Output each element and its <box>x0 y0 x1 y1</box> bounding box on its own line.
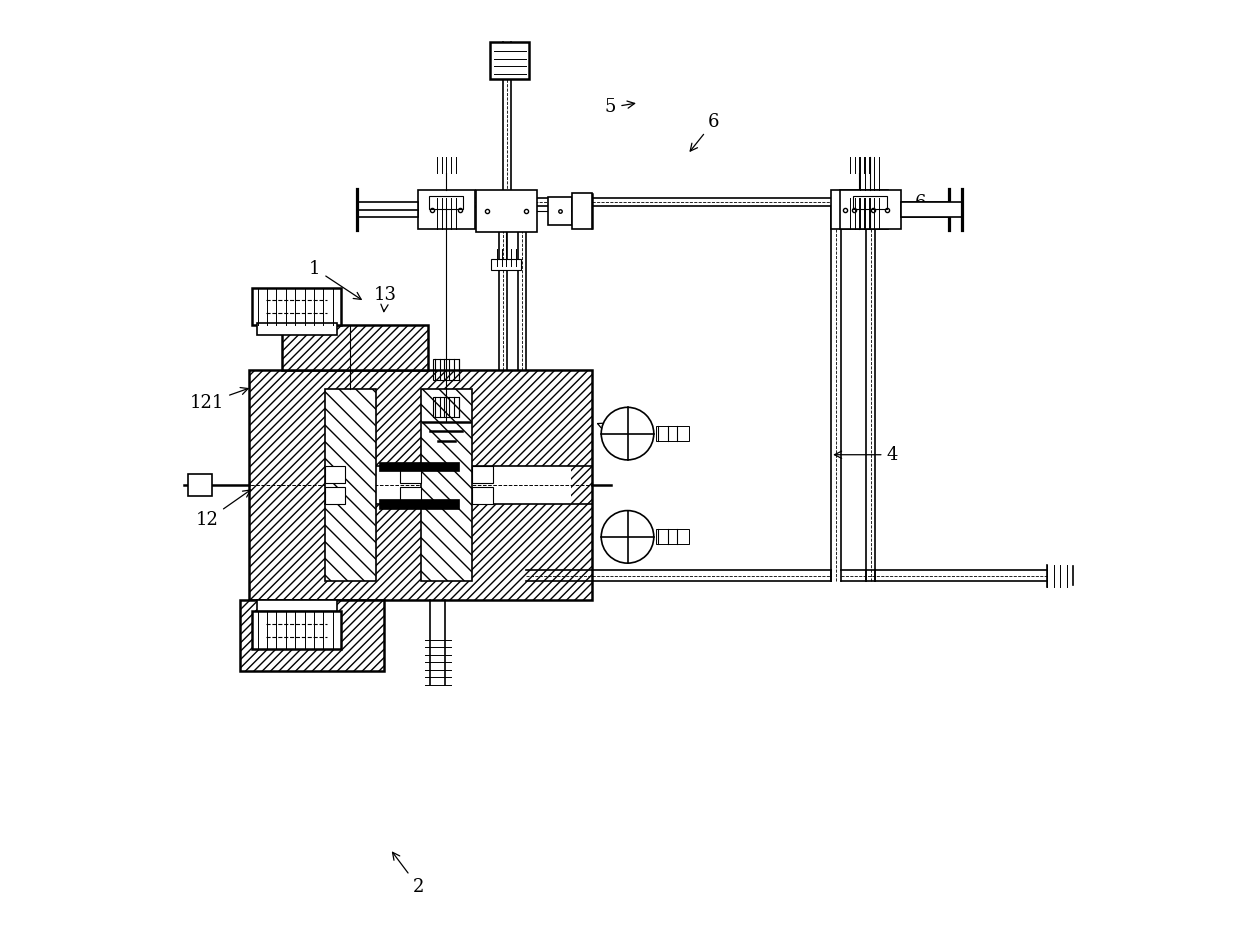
Bar <box>249 370 591 600</box>
Bar <box>831 190 888 229</box>
Text: 6: 6 <box>890 194 926 215</box>
Bar <box>491 259 521 270</box>
Bar <box>888 203 949 217</box>
Bar <box>379 462 459 472</box>
Text: 121: 121 <box>190 387 248 412</box>
Bar <box>252 612 341 649</box>
Bar <box>420 389 472 581</box>
Bar <box>357 203 418 217</box>
Bar <box>325 389 376 581</box>
Text: 13: 13 <box>373 286 397 312</box>
Bar <box>572 193 593 229</box>
Bar <box>842 196 877 208</box>
Bar <box>656 529 688 545</box>
Bar <box>429 196 464 208</box>
Bar <box>239 600 383 670</box>
Text: 4: 4 <box>835 446 898 464</box>
Bar <box>399 487 420 504</box>
Text: 12: 12 <box>196 490 250 529</box>
Text: 2: 2 <box>393 852 424 896</box>
Bar <box>325 467 572 504</box>
Bar <box>252 288 341 325</box>
Bar <box>476 190 537 232</box>
Bar <box>325 467 345 483</box>
Text: 6: 6 <box>691 113 719 152</box>
Bar <box>900 203 962 217</box>
Bar <box>257 323 336 334</box>
Bar <box>548 197 572 225</box>
Circle shape <box>601 407 653 460</box>
Text: 1: 1 <box>309 259 361 299</box>
Bar <box>472 487 492 504</box>
Bar <box>433 397 460 418</box>
Circle shape <box>601 510 653 563</box>
Text: 6: 6 <box>455 194 495 215</box>
Bar <box>418 190 475 229</box>
Text: 5: 5 <box>605 98 635 116</box>
Bar <box>257 600 336 612</box>
Bar <box>399 467 420 483</box>
Bar <box>433 359 460 380</box>
Bar <box>188 474 212 496</box>
Bar <box>853 196 887 208</box>
Bar <box>379 499 459 509</box>
Text: 3: 3 <box>439 458 466 491</box>
Bar <box>325 487 345 504</box>
Bar <box>281 325 428 370</box>
Bar <box>656 426 688 441</box>
Bar <box>472 467 492 483</box>
Bar <box>839 190 900 229</box>
Bar <box>490 42 529 80</box>
Text: 14: 14 <box>598 422 626 440</box>
